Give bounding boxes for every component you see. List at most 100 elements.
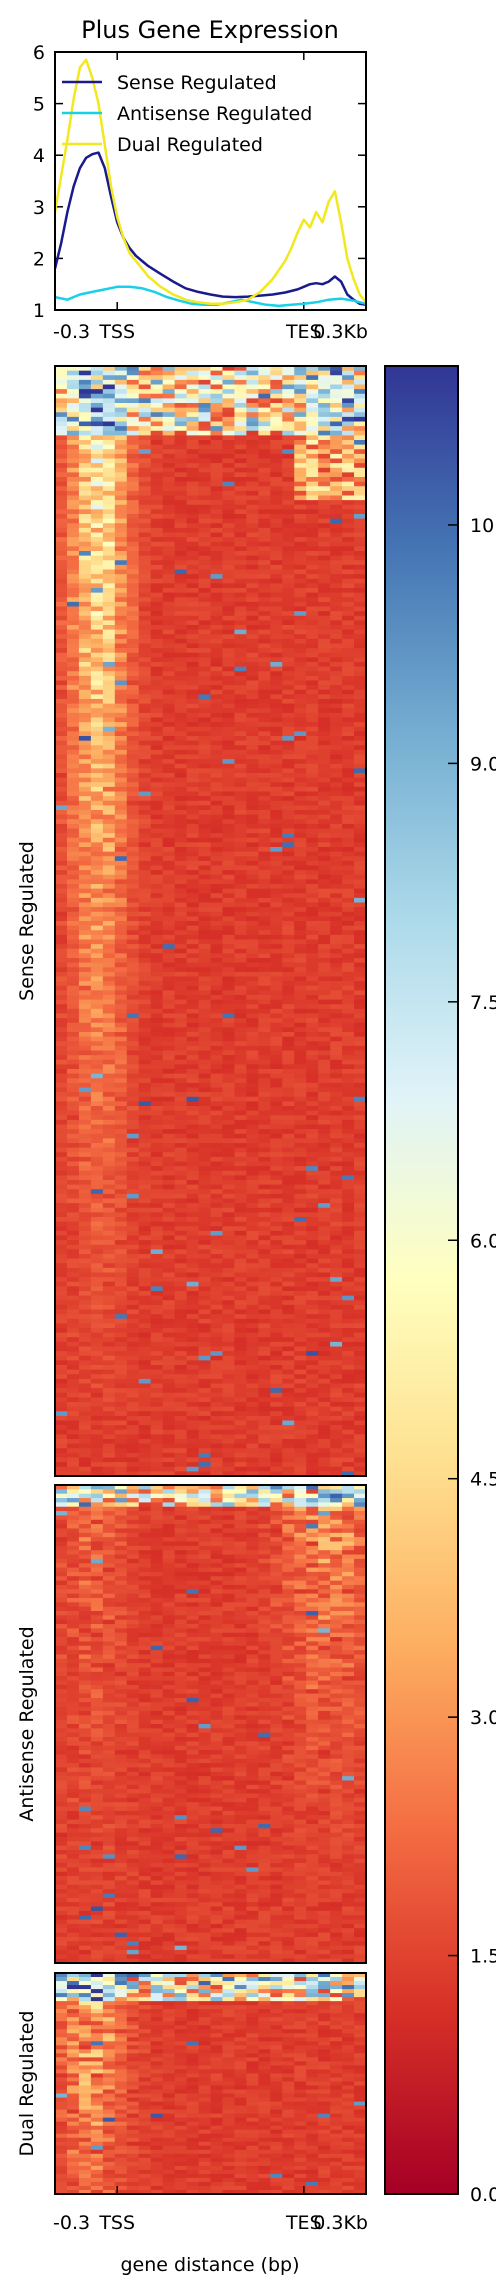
heatmap-cell xyxy=(151,1111,164,1116)
heatmap-cell xyxy=(294,1023,307,1028)
heatmap-cell xyxy=(199,431,212,436)
heatmap-cell xyxy=(222,972,235,977)
heatmap-cell xyxy=(115,1138,128,1143)
heatmap-cell xyxy=(139,676,152,681)
heatmap-cell xyxy=(67,431,80,436)
heatmap-cell xyxy=(270,787,283,792)
heatmap-cell xyxy=(115,477,128,482)
heatmap-cell xyxy=(306,912,319,917)
heatmap-cell xyxy=(187,819,200,824)
heatmap-cell xyxy=(282,1041,295,1046)
heatmap-cell xyxy=(282,898,295,903)
heatmap-cell xyxy=(199,375,212,380)
heatmap-cell xyxy=(270,375,283,380)
heatmap-cell xyxy=(103,1014,116,1019)
heatmap-cell xyxy=(127,625,140,630)
heatmap-cell xyxy=(270,958,283,963)
heatmap-cell xyxy=(91,727,104,732)
heatmap-cell xyxy=(258,403,271,408)
heatmap-cell xyxy=(222,639,235,644)
heatmap-cell xyxy=(342,574,355,579)
heatmap-cell xyxy=(342,570,355,575)
heatmap-cell xyxy=(163,870,176,875)
heatmap-cell xyxy=(270,671,283,676)
heatmap-cell xyxy=(79,1134,92,1139)
heatmap-cell xyxy=(270,602,283,607)
heatmap-cell xyxy=(55,1129,68,1134)
heatmap-cell xyxy=(175,1051,188,1056)
heatmap-cell xyxy=(306,523,319,528)
heatmap-cell xyxy=(127,1189,140,1194)
heatmap-cell xyxy=(199,1180,212,1185)
heatmap-cell xyxy=(330,1009,343,1014)
heatmap-cell xyxy=(199,417,212,422)
heatmap-cell xyxy=(151,852,164,857)
heatmap-cell xyxy=(91,602,104,607)
heatmap-cell xyxy=(354,583,367,588)
heatmap-cell xyxy=(103,1203,116,1208)
heatmap-cell xyxy=(211,1097,224,1102)
heatmap-cell xyxy=(270,459,283,464)
heatmap-cell xyxy=(91,958,104,963)
heatmap-cell xyxy=(67,1097,80,1102)
heatmap-cell xyxy=(342,657,355,662)
heatmap-cell xyxy=(211,801,224,806)
heatmap-cell xyxy=(258,764,271,769)
heatmap-cell xyxy=(139,870,152,875)
heatmap-cell xyxy=(115,1074,128,1079)
heatmap-cell xyxy=(294,593,307,598)
heatmap-cell xyxy=(67,852,80,857)
heatmap-cell xyxy=(270,856,283,861)
heatmap-cell xyxy=(354,815,367,820)
heatmap-cell xyxy=(354,935,367,940)
heatmap-cell xyxy=(55,810,68,815)
heatmap-cell xyxy=(115,1032,128,1037)
heatmap-cell xyxy=(342,639,355,644)
heatmap-cell xyxy=(246,648,259,653)
heatmap-cell xyxy=(139,403,152,408)
heatmap-cell xyxy=(199,838,212,843)
heatmap-cell xyxy=(342,486,355,491)
heatmap-cell xyxy=(127,1004,140,1009)
heatmap-cell xyxy=(55,903,68,908)
heatmap-cell xyxy=(258,579,271,584)
heatmap-cell xyxy=(127,829,140,834)
heatmap-cell xyxy=(151,935,164,940)
heatmap-cell xyxy=(306,870,319,875)
heatmap-cell xyxy=(199,602,212,607)
heatmap-cell xyxy=(67,519,80,524)
heatmap-cell xyxy=(234,967,247,972)
heatmap-cell xyxy=(211,727,224,732)
heatmap-cell xyxy=(282,1152,295,1157)
heatmap-cell xyxy=(342,731,355,736)
heatmap-cell xyxy=(234,889,247,894)
heatmap-cell xyxy=(270,1111,283,1116)
heatmap-cell xyxy=(234,768,247,773)
heatmap-cell xyxy=(115,681,128,686)
heatmap-cell xyxy=(175,602,188,607)
heatmap-cell xyxy=(318,435,331,440)
heatmap-cell xyxy=(103,1083,116,1088)
heatmap-cell xyxy=(67,815,80,820)
heatmap-cell xyxy=(79,408,92,413)
heatmap-cell xyxy=(294,847,307,852)
heatmap-cell xyxy=(139,681,152,686)
heatmap-cell xyxy=(282,1240,295,1245)
heatmap-cell xyxy=(55,1032,68,1037)
heatmap-cell xyxy=(175,981,188,986)
heatmap-cell xyxy=(55,801,68,806)
heatmap-cell xyxy=(103,856,116,861)
heatmap-cell xyxy=(115,648,128,653)
heatmap-cell xyxy=(222,1134,235,1139)
heatmap-cell xyxy=(354,926,367,931)
heatmap-cell xyxy=(79,371,92,376)
heatmap-cell xyxy=(67,500,80,505)
heatmap-cell xyxy=(103,977,116,982)
heatmap-cell xyxy=(115,408,128,413)
heatmap-cell xyxy=(306,815,319,820)
heatmap-cell xyxy=(330,750,343,755)
heatmap-cell xyxy=(187,958,200,963)
heatmap-cell xyxy=(187,449,200,454)
heatmap-cell xyxy=(294,1083,307,1088)
heatmap-cell xyxy=(330,574,343,579)
